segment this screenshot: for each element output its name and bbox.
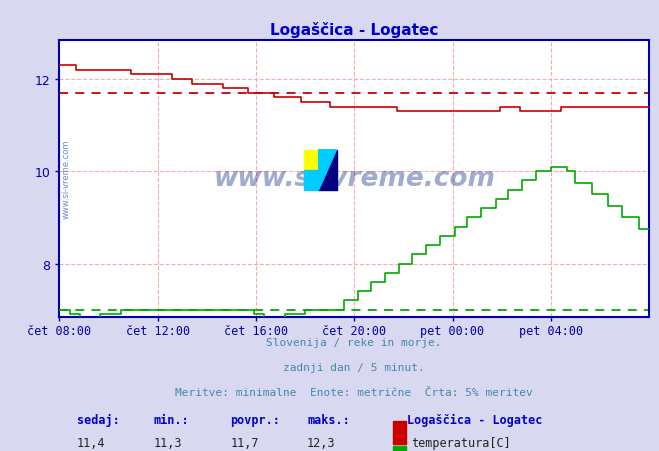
Polygon shape — [319, 151, 337, 190]
Bar — [319, 151, 337, 190]
Bar — [393, 446, 405, 451]
Text: temperatura[C]: temperatura[C] — [411, 436, 511, 449]
Title: Logaščica - Logatec: Logaščica - Logatec — [270, 22, 438, 38]
Text: maks.:: maks.: — [307, 413, 350, 426]
Text: 12,3: 12,3 — [307, 436, 335, 449]
Text: 11,4: 11,4 — [77, 436, 105, 449]
Text: Logaščica - Logatec: Logaščica - Logatec — [407, 413, 542, 426]
Text: sedaj:: sedaj: — [77, 413, 120, 426]
Text: www.si-vreme.com: www.si-vreme.com — [214, 166, 495, 192]
Text: povpr.:: povpr.: — [231, 413, 280, 426]
Text: 11,3: 11,3 — [154, 436, 182, 449]
Text: zadnji dan / 5 minut.: zadnji dan / 5 minut. — [283, 362, 425, 372]
Bar — [304, 151, 319, 170]
Bar — [393, 422, 405, 444]
Text: 11,7: 11,7 — [231, 436, 259, 449]
Bar — [304, 170, 319, 190]
Text: Meritve: minimalne  Enote: metrične  Črta: 5% meritev: Meritve: minimalne Enote: metrične Črta:… — [175, 387, 533, 397]
Text: min.:: min.: — [154, 413, 189, 426]
Text: Slovenija / reke in morje.: Slovenija / reke in morje. — [266, 338, 442, 348]
Text: www.si-vreme.com: www.si-vreme.com — [62, 139, 71, 218]
